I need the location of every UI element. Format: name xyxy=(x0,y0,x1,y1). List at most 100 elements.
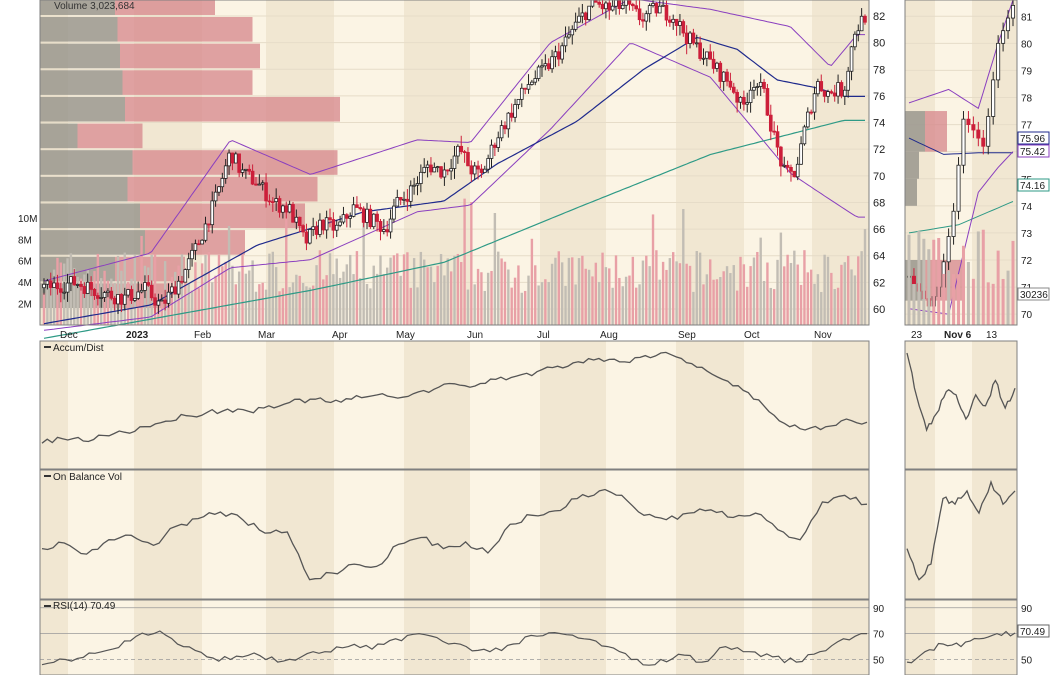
volume-bar xyxy=(520,292,523,325)
candle-body xyxy=(183,269,188,283)
volume-bar xyxy=(584,268,587,325)
candle-body xyxy=(856,30,861,35)
candle-body xyxy=(721,71,726,82)
x-tick-label: Jul xyxy=(537,330,550,341)
inset-volume-bar xyxy=(996,250,1000,325)
volume-bar xyxy=(574,284,577,325)
volume-bar xyxy=(436,265,439,325)
volume-bar xyxy=(288,287,291,325)
volume-bar xyxy=(271,251,275,325)
candle-body xyxy=(486,158,490,170)
volume-bar xyxy=(399,275,402,325)
price-tick-label: 76 xyxy=(873,91,885,103)
month-band xyxy=(266,341,334,469)
inset-tick-label: 79 xyxy=(1021,66,1033,77)
candle-body xyxy=(368,208,373,228)
volume-bar xyxy=(190,290,194,325)
candle-body xyxy=(533,78,538,83)
candle-body xyxy=(348,215,352,219)
price-tick-label: 74 xyxy=(873,118,885,130)
volume-bar xyxy=(153,253,157,325)
candle-body xyxy=(701,57,706,60)
candle-body xyxy=(476,165,480,170)
candle-body xyxy=(415,183,420,186)
volume-bar xyxy=(194,262,197,325)
candle-body xyxy=(617,0,622,9)
candle-body xyxy=(139,290,144,293)
volume-bar xyxy=(463,198,466,325)
inset-accum-dist-panel xyxy=(905,341,1017,469)
candle-body xyxy=(604,2,608,10)
candle-body xyxy=(122,294,127,305)
last-value-label: 30236 xyxy=(1020,290,1048,301)
volume-bar xyxy=(796,264,799,325)
volume-bar xyxy=(587,269,591,325)
candle-body xyxy=(711,58,716,69)
volume-bar xyxy=(379,255,382,325)
volume-bar xyxy=(460,262,463,325)
candle-body xyxy=(445,169,450,172)
candle-body xyxy=(250,170,255,185)
candle-body xyxy=(789,167,793,172)
x-tick-label: Mar xyxy=(258,330,276,341)
candle-body xyxy=(143,282,147,291)
candle-body xyxy=(119,293,124,305)
volume-by-price-bar xyxy=(115,256,185,282)
candle-body xyxy=(567,34,571,38)
candle-body xyxy=(109,290,114,299)
volume-bar xyxy=(311,285,315,325)
inset-volume-bar xyxy=(907,234,911,325)
inset-candle-body xyxy=(956,164,961,212)
candle-body xyxy=(308,229,312,244)
candle-body xyxy=(708,51,713,60)
inset-x-tick-label: 13 xyxy=(986,330,998,341)
volume-bar xyxy=(638,284,641,325)
volume-bar xyxy=(735,290,739,325)
month-band xyxy=(905,341,935,469)
volume-bar xyxy=(278,291,281,325)
volume-bar xyxy=(332,274,335,325)
candle-body xyxy=(106,290,110,293)
volume-bar xyxy=(355,251,359,325)
volume-bar xyxy=(850,269,853,325)
volume-bar xyxy=(739,256,742,325)
volume-bar xyxy=(204,255,207,325)
volume-bar xyxy=(634,287,638,325)
candle-body xyxy=(577,15,581,23)
candle-body xyxy=(408,185,413,202)
volume-bar xyxy=(483,290,486,325)
candle-body xyxy=(190,249,194,260)
inset-candle-body xyxy=(1011,5,1016,19)
candle-body xyxy=(822,90,827,97)
inset-candle-body xyxy=(961,118,966,166)
candle-body xyxy=(42,283,46,289)
volume-bar xyxy=(857,256,860,325)
inset-candle-body xyxy=(951,210,956,237)
candle-body xyxy=(220,178,225,188)
rsi-tick-label: 70 xyxy=(873,630,885,641)
inset-tick-label: 80 xyxy=(1021,39,1033,50)
volume-bar xyxy=(759,237,762,325)
candle-body xyxy=(829,91,834,94)
candle-body xyxy=(432,167,437,173)
month-band xyxy=(812,600,869,675)
month-band xyxy=(812,470,869,599)
inset-volume-bar xyxy=(942,273,946,325)
candle-body xyxy=(338,221,342,226)
inset-candle-body xyxy=(966,118,971,125)
volume-tick-label: 8M xyxy=(18,235,32,246)
volume-bar xyxy=(295,274,298,325)
panel-border xyxy=(39,469,870,600)
candle-body xyxy=(318,219,322,235)
candle-body xyxy=(624,0,628,6)
inset-rsi-line xyxy=(906,630,1016,664)
inset-volume-bar xyxy=(986,282,990,325)
volume-bar xyxy=(423,259,426,325)
price-tick-label: 72 xyxy=(873,144,885,156)
candle-body xyxy=(227,152,231,167)
candle-body xyxy=(509,112,514,118)
volume-bar xyxy=(776,259,779,325)
candle-body xyxy=(149,284,154,299)
candle-body xyxy=(506,112,511,130)
candle-body xyxy=(402,198,406,201)
